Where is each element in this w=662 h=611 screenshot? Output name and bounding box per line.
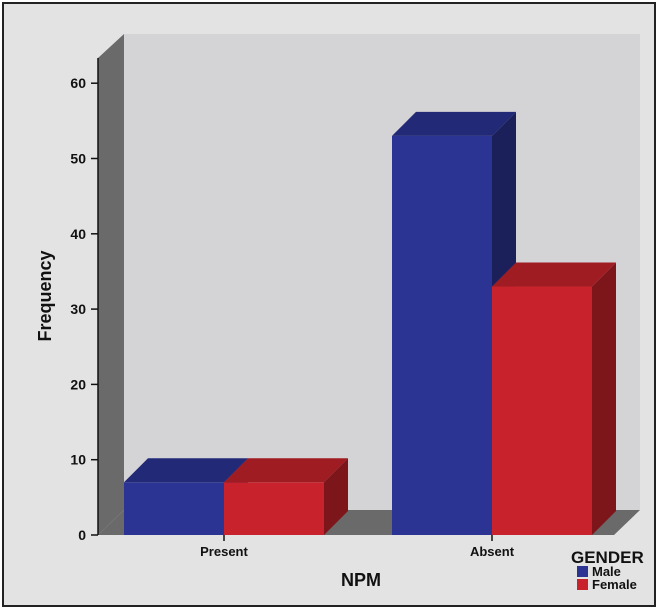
- y-tick-label: 10: [70, 452, 86, 468]
- bar-present-female: [224, 458, 348, 535]
- legend-title: GENDER: [571, 548, 644, 567]
- x-axis-title: NPM: [341, 570, 381, 590]
- legend-swatch-female: [577, 579, 588, 590]
- y-axis-title: Frequency: [35, 250, 55, 341]
- legend-label-female: Female: [592, 577, 637, 592]
- bar-absent-male: [392, 111, 516, 535]
- y-tick-label: 0: [78, 527, 86, 543]
- y-tick-label: 40: [70, 226, 86, 242]
- bars: [124, 111, 616, 535]
- y-tick-label: 50: [70, 151, 86, 167]
- x-category-label: Present: [200, 544, 248, 559]
- y-axis-ticks: 0 10 20 30 40 50 60: [70, 75, 98, 543]
- legend-label-male: Male: [592, 564, 621, 579]
- x-axis-categories: Present Absent: [200, 535, 515, 559]
- side-wall: [98, 34, 124, 535]
- bar-absent-female: [492, 262, 616, 535]
- legend-swatch-male: [577, 566, 588, 577]
- y-tick-label: 30: [70, 301, 86, 317]
- x-category-label: Absent: [470, 544, 515, 559]
- y-tick-label: 20: [70, 376, 86, 392]
- y-tick-label: 60: [70, 75, 86, 91]
